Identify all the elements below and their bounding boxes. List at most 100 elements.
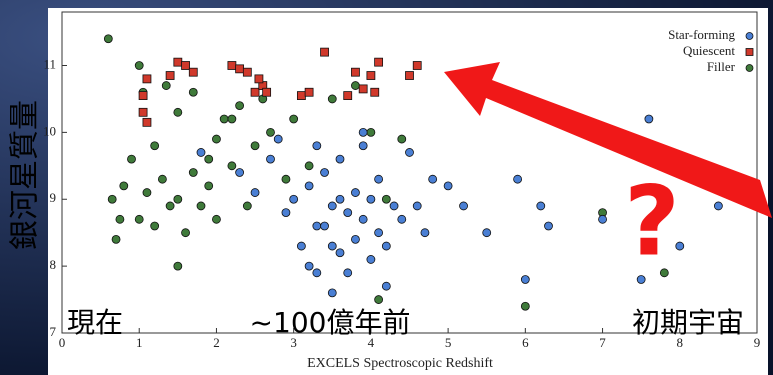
x-tick-label: 3: [290, 335, 297, 350]
point: [351, 234, 360, 244]
x-axis-label: EXCELS Spectroscopic Redshift: [307, 356, 493, 371]
point: [520, 301, 530, 311]
point: [111, 234, 121, 244]
point: [289, 194, 299, 204]
plot-panel: [48, 8, 768, 375]
point: [227, 114, 237, 124]
point: [544, 221, 553, 231]
x-tick-label: 0: [59, 335, 66, 350]
point: [157, 174, 167, 184]
point: [343, 91, 353, 100]
y-tick-label: 9: [50, 190, 57, 205]
point: [366, 71, 376, 80]
point: [598, 214, 607, 224]
arrow: [444, 62, 772, 218]
point: [412, 201, 422, 211]
annotation: ~100億年前: [250, 306, 411, 339]
point: [389, 201, 399, 211]
point: [320, 168, 329, 177]
point: [250, 87, 260, 97]
point: [250, 188, 260, 197]
point: [173, 107, 183, 117]
point: [173, 194, 183, 204]
point: [312, 221, 322, 231]
legend-label: Quiescent: [683, 43, 735, 58]
plot-frame: [61, 11, 758, 334]
point: [254, 74, 264, 84]
x-tick-label: 6: [522, 335, 529, 350]
point: [381, 194, 391, 204]
point: [374, 174, 384, 184]
point: [173, 261, 183, 271]
point: [250, 141, 260, 151]
point: [312, 268, 322, 278]
point: [335, 248, 345, 258]
point: [374, 228, 384, 238]
point: [188, 67, 198, 77]
point: [142, 188, 152, 197]
x-tick-label: 8: [677, 335, 684, 350]
point: [127, 154, 136, 164]
legend-label: Filler: [707, 59, 736, 74]
point: [320, 47, 329, 57]
x-tick-label: 9: [754, 335, 761, 350]
point: [405, 148, 414, 157]
x-tick-label: 5: [445, 335, 452, 350]
point: [366, 127, 376, 137]
point: [644, 114, 654, 124]
point: [235, 64, 245, 74]
point: [262, 87, 272, 97]
point: [242, 67, 252, 77]
point: [459, 201, 468, 211]
point: [397, 214, 407, 224]
point: [212, 134, 221, 144]
point: [227, 161, 237, 171]
point: [320, 221, 329, 231]
point: [405, 71, 414, 80]
point: [188, 168, 198, 177]
point: [115, 214, 125, 224]
legend-marker: [745, 64, 754, 72]
point: [281, 174, 291, 184]
point: [327, 241, 337, 251]
point: [304, 181, 314, 191]
point: [150, 221, 160, 231]
point: [165, 201, 175, 211]
point: [281, 208, 291, 218]
point: [335, 154, 345, 164]
point: [636, 275, 646, 284]
point: [142, 117, 152, 127]
point: [304, 161, 314, 171]
point: [428, 174, 438, 184]
marks: [61, 34, 758, 334]
point: [412, 61, 422, 70]
point: [181, 228, 190, 238]
point: [312, 141, 322, 151]
point: [327, 288, 337, 298]
point: [150, 141, 160, 151]
point: [273, 134, 283, 144]
point: [713, 201, 723, 211]
point: [335, 194, 345, 204]
y-tick-label: 8: [50, 257, 57, 272]
annotation: 現在: [67, 306, 123, 339]
point: [165, 71, 175, 80]
point: [134, 61, 144, 70]
y-tick-label: 7: [50, 324, 57, 339]
point: [227, 61, 237, 70]
point: [161, 81, 171, 90]
point: [204, 154, 214, 164]
point: [513, 174, 523, 184]
point: [351, 81, 360, 90]
point: [358, 141, 368, 151]
point: [351, 188, 360, 197]
point: [443, 181, 453, 191]
point: [242, 201, 252, 211]
legend-marker: [745, 32, 754, 40]
x-tick-label: 4: [368, 335, 375, 350]
point: [343, 208, 353, 218]
point: [358, 84, 368, 94]
point: [304, 261, 314, 271]
point: [196, 148, 206, 157]
